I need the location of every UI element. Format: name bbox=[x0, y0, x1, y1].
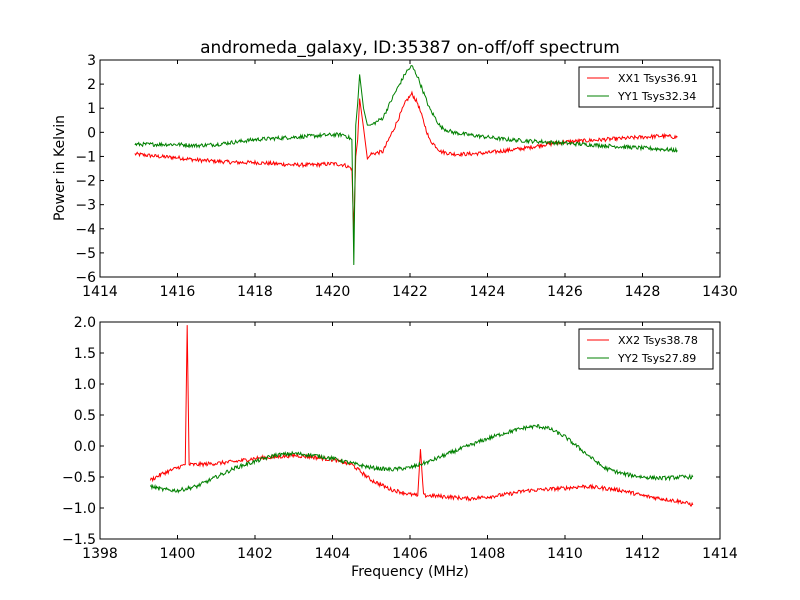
y-axis-label: Power in Kelvin bbox=[52, 115, 68, 221]
bottom-x-tick-label: 1402 bbox=[237, 546, 273, 562]
top-y-tick-label: 2 bbox=[87, 77, 96, 93]
bottom-y-tick-label: 0.5 bbox=[74, 408, 96, 424]
top-y-tick-label: −5 bbox=[75, 246, 96, 262]
bottom-legend-label-2: YY2 Tsys27.89 bbox=[617, 352, 696, 365]
bottom-legend: XX2 Tsys38.78 YY2 Tsys27.89 bbox=[578, 328, 714, 370]
top-x-tick-label: 1416 bbox=[160, 284, 196, 300]
top-y-tick-label: −4 bbox=[75, 222, 96, 238]
bottom-x-tick-label: 1410 bbox=[547, 546, 583, 562]
top-legend-box bbox=[578, 66, 714, 108]
top-legend-label-1: XX1 Tsys36.91 bbox=[618, 72, 698, 85]
top-x-tick-label: 1414 bbox=[82, 284, 118, 300]
bottom-legend-label-1: XX2 Tsys38.78 bbox=[618, 334, 698, 347]
bottom-legend-box bbox=[578, 328, 714, 370]
top-x-tick-label: 1418 bbox=[237, 284, 273, 300]
top-y-tick-label: 0 bbox=[87, 125, 96, 141]
top-legend-label-2: YY1 Tsys32.34 bbox=[617, 90, 696, 103]
top-x-tick-label: 1420 bbox=[315, 284, 351, 300]
bottom-y-tick-label: −1.5 bbox=[62, 532, 96, 548]
bottom-y-tick-label: 0.0 bbox=[74, 439, 96, 455]
bottom-x-tick-label: 1408 bbox=[470, 546, 506, 562]
top-panel: 1414 1416 1418 1420 1422 1424 1426 1428 1430 3 2 1 0… bbox=[75, 53, 737, 300]
top-y-tick-label: 3 bbox=[87, 53, 96, 69]
bottom-panel: 1398 1400 1402 1404 1406 1408 1410 1412 1414 2.0 1… bbox=[62, 315, 738, 562]
bottom-series-line-1 bbox=[149, 325, 694, 507]
bottom-x-tick-label: 1412 bbox=[625, 546, 661, 562]
top-x-tick-label: 1422 bbox=[392, 284, 428, 300]
top-x-tick-label: 1426 bbox=[547, 284, 583, 300]
bottom-x-tick-label: 1400 bbox=[160, 546, 196, 562]
bottom-y-tick-label: −0.5 bbox=[62, 470, 96, 486]
top-y-tick-label: −3 bbox=[75, 198, 96, 214]
bottom-x-tick-label: 1414 bbox=[702, 546, 738, 562]
bottom-y-tick-label: 2.0 bbox=[74, 315, 96, 331]
bottom-x-tick-label: 1404 bbox=[315, 546, 351, 562]
bottom-series-line-2 bbox=[149, 424, 694, 494]
top-x-tick-label: 1430 bbox=[702, 284, 738, 300]
figure-title: andromeda_galaxy, ID:35387 on-off/off sp… bbox=[200, 38, 620, 58]
bottom-x-tick-label: 1406 bbox=[392, 546, 428, 562]
top-x-tick-label: 1424 bbox=[470, 284, 506, 300]
top-y-tick-label: −1 bbox=[75, 149, 96, 165]
bottom-x-tick-label: 1398 bbox=[82, 546, 118, 562]
top-y-tick-label: −2 bbox=[75, 174, 96, 190]
top-series-line-1 bbox=[134, 90, 678, 232]
top-legend: XX1 Tsys36.91 YY1 Tsys32.34 bbox=[578, 66, 714, 108]
top-y-tick-label: −6 bbox=[75, 270, 96, 286]
bottom-y-tick-label: 1.0 bbox=[74, 377, 96, 393]
top-y-tick-label: 1 bbox=[87, 101, 96, 117]
top-series-line-2 bbox=[134, 65, 678, 265]
top-x-tick-label: 1428 bbox=[625, 284, 661, 300]
bottom-y-tick-label: −1.0 bbox=[62, 501, 96, 517]
bottom-y-tick-label: 1.5 bbox=[74, 346, 96, 362]
x-axis-label: Frequency (MHz) bbox=[351, 564, 469, 580]
